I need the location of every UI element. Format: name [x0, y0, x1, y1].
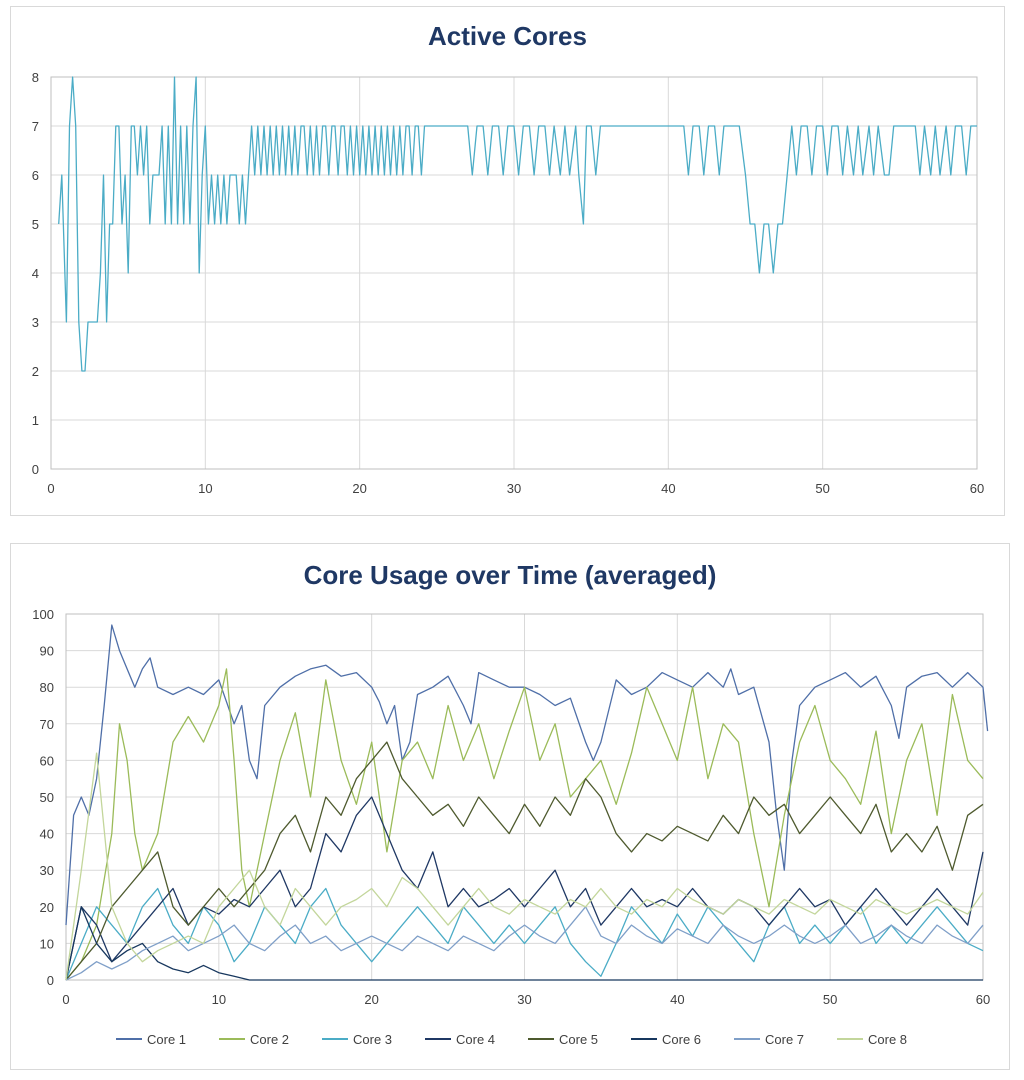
series-line-5: [65, 741, 984, 981]
y-tick-label: 0: [32, 462, 39, 477]
y-tick-label: 30: [40, 863, 54, 878]
legend-entry: Core 4: [456, 1032, 495, 1047]
y-tick-label: 10: [40, 936, 54, 951]
y-tick-label: 0: [47, 973, 54, 988]
x-tick-label: 0: [47, 481, 54, 496]
x-tick-label: 0: [62, 992, 69, 1007]
active-cores-panel: Active Cores 0 10 20 30 40 50 60 0 1 2 3 4 5 6 7 8: [10, 6, 1005, 516]
x-tick-label: 50: [815, 481, 829, 496]
x-tick-label: 60: [970, 481, 984, 496]
y-tick-label: 50: [40, 790, 54, 805]
legend-entry: Core 5: [559, 1032, 598, 1047]
x-tick-label: 40: [670, 992, 684, 1007]
x-tick-label: 20: [364, 992, 378, 1007]
x-tick-label: 20: [352, 481, 366, 496]
chart-title: Active Cores: [428, 21, 587, 51]
active-cores-chart: 0 10 20 30 40 50 60 0 1 2 3 4 5 6 7 8: [32, 70, 984, 496]
x-tick-label: 30: [507, 481, 521, 496]
series-line-1: [58, 76, 977, 372]
y-tick-label: 40: [40, 827, 54, 842]
y-tick-label: 7: [32, 119, 39, 134]
y-tick-label: 6: [32, 168, 39, 183]
core-usage-chart: 0 10 20 30 40 50 60 0 10 20 30 40 50 60 70 80 90 100 Core …: [32, 607, 990, 1047]
legend-entry: Core 7: [765, 1032, 804, 1047]
chart-title: Core Usage over Time (averaged): [303, 560, 717, 590]
legend-entry: Core 2: [250, 1032, 289, 1047]
x-tick-label: 10: [198, 481, 212, 496]
x-tick-label: 10: [212, 992, 226, 1007]
series-line-3: [65, 887, 984, 981]
x-tick-label: 40: [661, 481, 675, 496]
y-tick-label: 2: [32, 364, 39, 379]
y-tick-label: 3: [32, 315, 39, 330]
core-usage-panel: Core Usage over Time (averaged) 0 10 20 30 4…: [10, 543, 1010, 1070]
series-line-2: [65, 668, 984, 981]
series-line-8: [65, 752, 984, 981]
plot-area: [50, 76, 978, 470]
legend-entry: Core 6: [662, 1032, 701, 1047]
y-tick-label: 1: [32, 413, 39, 428]
legend-entry: Core 8: [868, 1032, 907, 1047]
y-tick-label: 100: [32, 607, 54, 622]
y-tick-label: 5: [32, 217, 39, 232]
series-line-1: [65, 624, 989, 926]
legend-entry: Core 3: [353, 1032, 392, 1047]
y-tick-label: 90: [40, 644, 54, 659]
y-tick-label: 20: [40, 900, 54, 915]
y-tick-label: 4: [32, 266, 39, 281]
x-tick-label: 60: [976, 992, 990, 1007]
y-tick-label: 8: [32, 70, 39, 85]
series-line-7: [65, 906, 984, 981]
y-tick-label: 60: [40, 753, 54, 768]
x-tick-label: 30: [517, 992, 531, 1007]
series-line-6: [65, 906, 983, 981]
x-tick-label: 50: [823, 992, 837, 1007]
y-tick-label: 70: [40, 717, 54, 732]
y-tick-label: 80: [40, 680, 54, 695]
legend-entry: Core 1: [147, 1032, 186, 1047]
